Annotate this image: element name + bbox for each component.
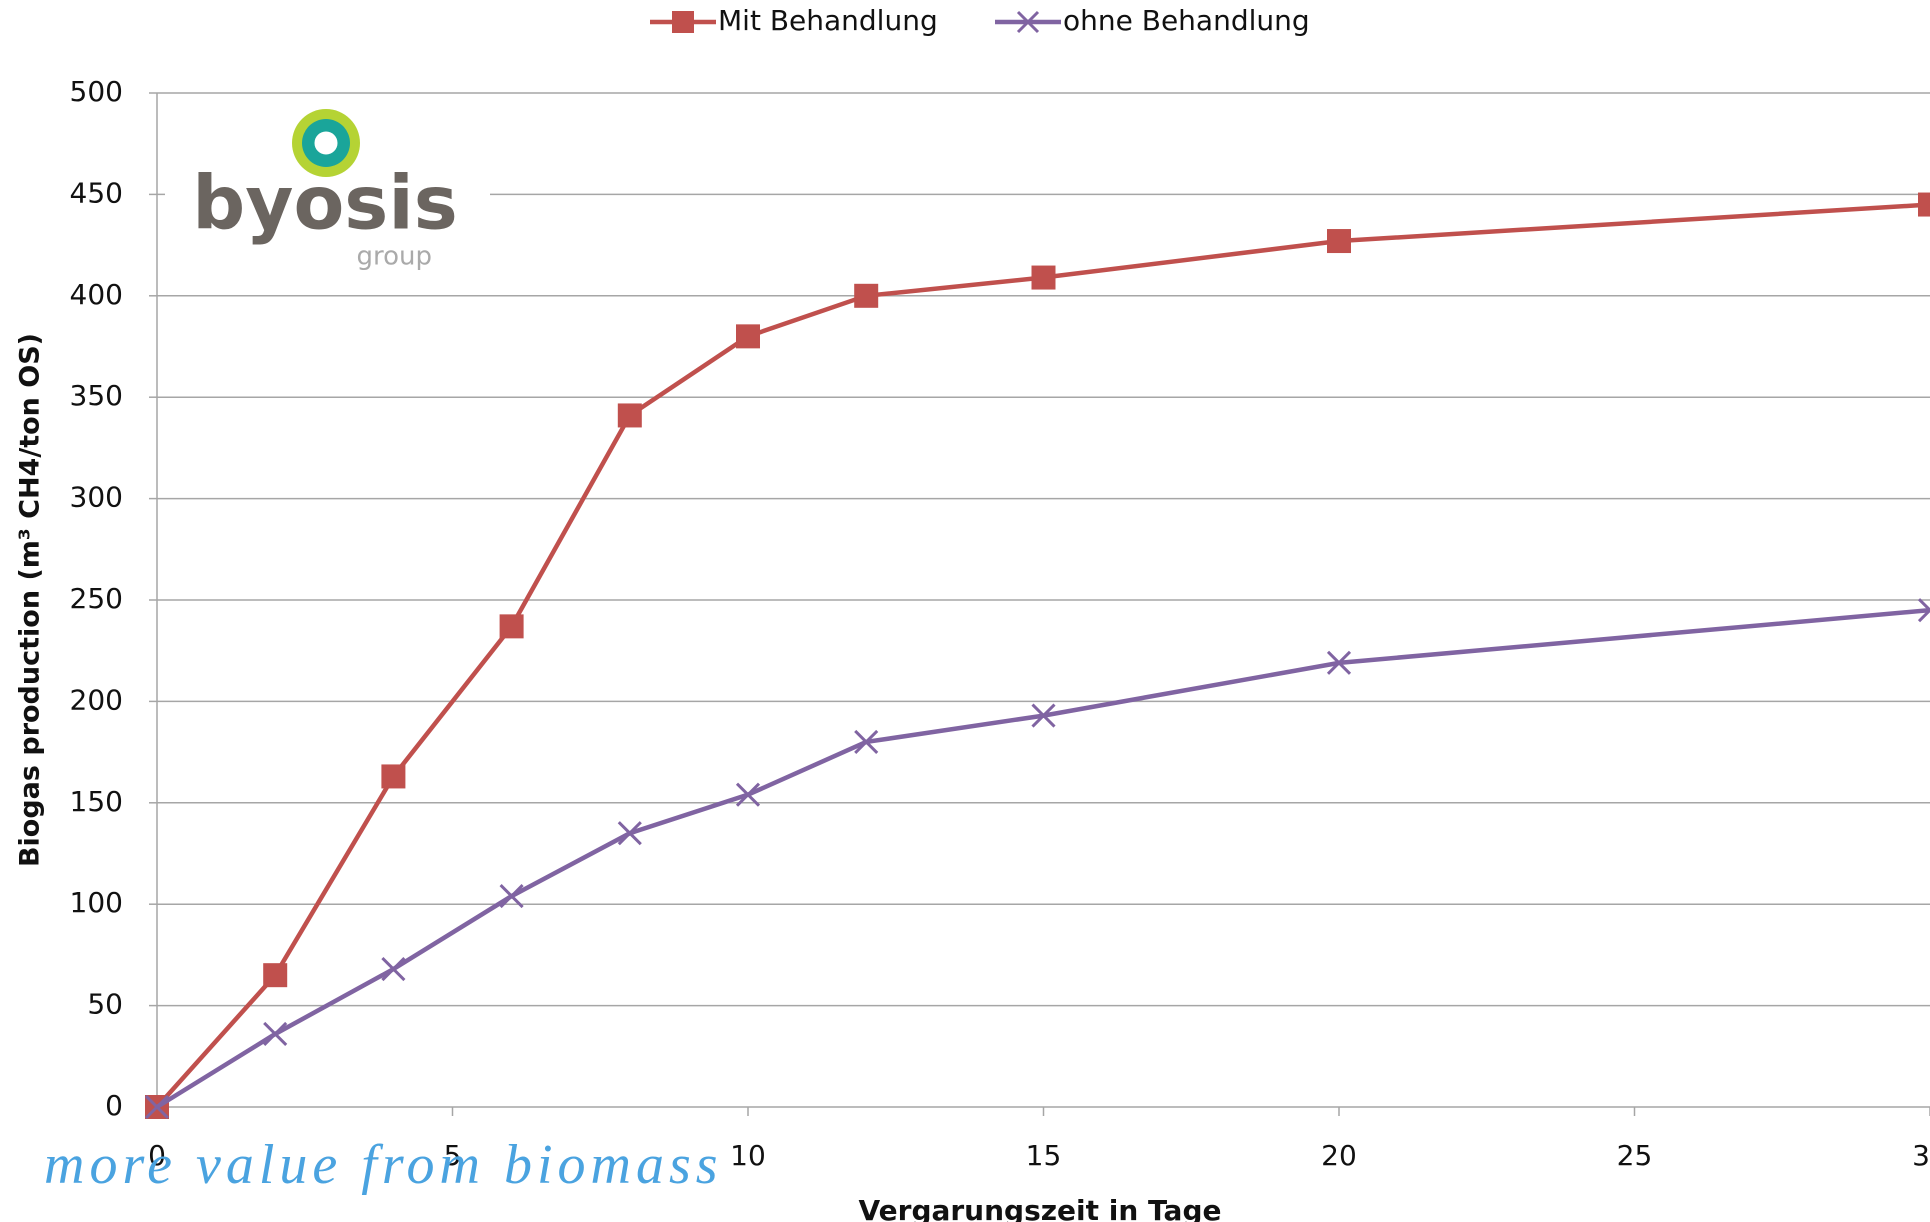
x-tick-label: 25 (1617, 1139, 1653, 1172)
marker (1917, 598, 1930, 623)
marker (617, 403, 642, 428)
marker (736, 324, 760, 349)
marker (854, 729, 879, 755)
marker (144, 1094, 170, 1120)
x-tick-label: 0 (148, 1139, 166, 1172)
marker (263, 963, 288, 988)
marker (1326, 650, 1352, 675)
marker (1031, 703, 1056, 728)
y-tick-label: 200 (70, 683, 123, 716)
marker (1327, 229, 1351, 254)
x-tick-label: 5 (444, 1139, 462, 1172)
marker (381, 957, 406, 982)
y-tick-label: 350 (70, 379, 123, 412)
y-axis-title: Biogas production (m³ CH4/ton OS) (15, 333, 46, 867)
y-tick-label: 100 (70, 886, 123, 919)
x-tick-label: 15 (1026, 1139, 1062, 1172)
marker (735, 782, 761, 807)
marker (617, 821, 642, 846)
y-tick-label: 400 (70, 278, 123, 311)
series-line (155, 202, 1930, 1109)
legend-label: ohne Behandlung (1063, 4, 1310, 37)
legend-marker (672, 11, 694, 33)
logo-ring (309, 126, 343, 160)
x-tick-label: 30 (1912, 1139, 1930, 1172)
marker (854, 283, 879, 308)
marker (499, 884, 524, 909)
y-tick-label: 150 (70, 785, 123, 818)
marker (1031, 265, 1056, 290)
marker (381, 764, 406, 789)
y-tick-label: 250 (70, 582, 123, 615)
y-tick-label: 500 (70, 75, 123, 108)
marker (1918, 192, 1930, 217)
marker (263, 1021, 288, 1047)
y-tick-label: 300 (70, 481, 123, 514)
legend-marker (1016, 10, 1040, 34)
marker (499, 614, 524, 639)
x-tick-label: 10 (730, 1139, 766, 1172)
y-tick-label: 50 (87, 988, 123, 1021)
x-axis-title: Vergarungszeit in Tage (859, 1194, 1222, 1222)
series-line (155, 607, 1930, 1109)
logo-sub: group (356, 242, 432, 272)
legend-label: Mit Behandlung (718, 4, 938, 37)
y-tick-label: 450 (70, 176, 123, 209)
x-tick-label: 20 (1321, 1139, 1357, 1172)
logo-name: byosis (192, 161, 458, 247)
y-tick-label: 0 (105, 1089, 123, 1122)
tagline: more value from biomass (44, 1134, 723, 1196)
